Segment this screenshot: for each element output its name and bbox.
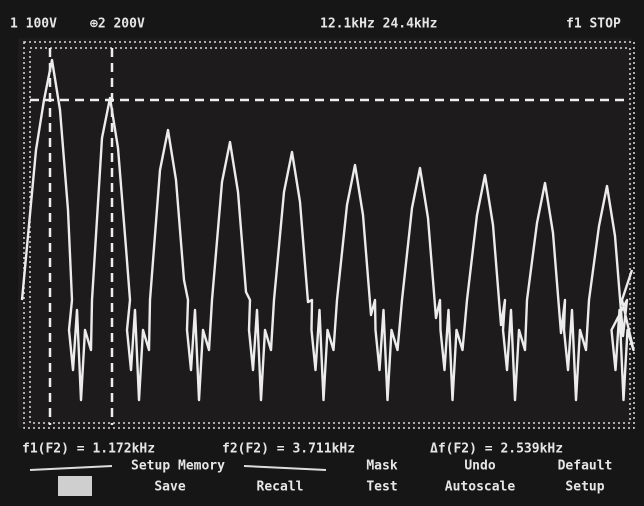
page: 1 100V ⊕2 200V 12.1kHz 24.4kHz f1 STOP f…: [0, 0, 644, 506]
softkey-default[interactable]: Default: [558, 459, 613, 474]
softkey-undo[interactable]: Undo: [464, 459, 495, 474]
softkey-group: Setup Memory: [131, 459, 225, 474]
channel1-label: 1 100V: [10, 17, 57, 32]
softkey-mask[interactable]: Mask: [366, 459, 397, 474]
timebase-label: 12.1kHz 24.4kHz: [320, 17, 437, 32]
softkey-blank[interactable]: [58, 476, 92, 496]
run-state: f1 STOP: [566, 17, 621, 32]
softkey-mask[interactable]: Test: [366, 480, 397, 495]
readout-f1: f1(F2) = 1.172kHz: [22, 442, 155, 457]
softkey-save[interactable]: Save: [154, 480, 185, 495]
channel2-label: ⊕2 200V: [90, 17, 145, 32]
readout-f2: f2(F2) = 3.711kHz: [222, 442, 355, 457]
softkey-default[interactable]: Setup: [565, 480, 604, 495]
scope-screen: 1 100V ⊕2 200V 12.1kHz 24.4kHz f1 STOP f…: [0, 0, 644, 506]
softkey-undo[interactable]: Autoscale: [445, 480, 516, 495]
readout-delta: Δf(F2) = 2.539kHz: [430, 442, 563, 457]
softkey-recall[interactable]: Recall: [257, 480, 304, 495]
